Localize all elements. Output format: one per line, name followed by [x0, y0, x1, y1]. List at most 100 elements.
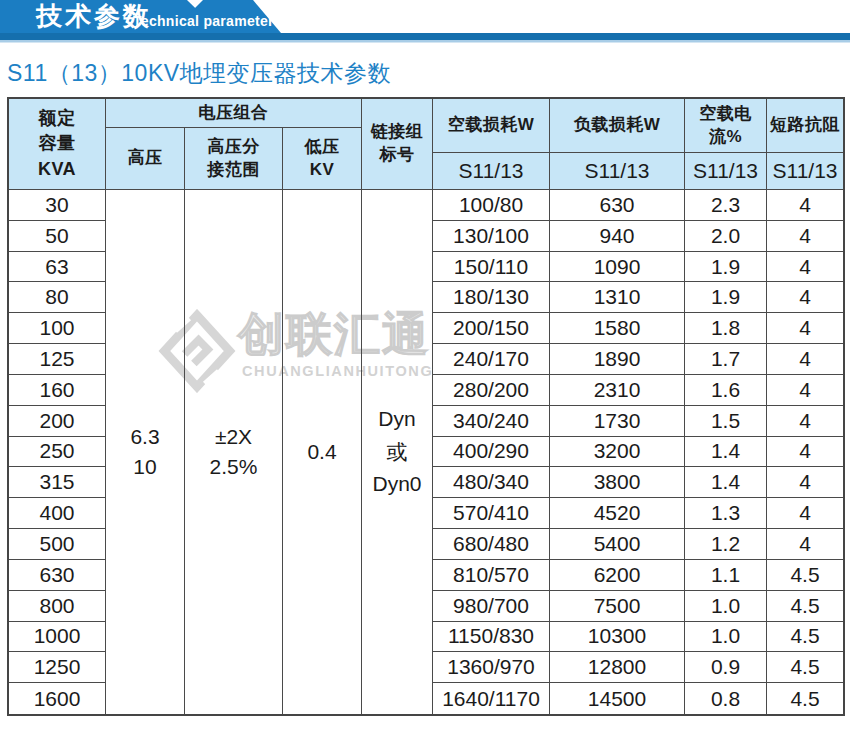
no-load-loss-cell: 810/570	[433, 560, 550, 591]
kva-cell: 80	[9, 282, 106, 313]
no-load-current-cell: 1.0	[685, 622, 767, 653]
no-load-current-cell: 0.8	[685, 683, 767, 714]
load-loss-cell: 6200	[550, 560, 685, 591]
no-load-loss-cell: 180/130	[433, 282, 550, 313]
no-load-loss-cell: 280/200	[433, 375, 550, 406]
load-loss-cell: 4520	[550, 498, 685, 529]
load-loss-cell: 1730	[550, 406, 685, 437]
no-load-current-cell: 1.4	[685, 437, 767, 468]
impedance-cell: 4	[767, 375, 843, 406]
header-low-voltage: 低压 KV	[283, 128, 362, 190]
header-vector-group: 链接组 标号	[362, 99, 433, 190]
no-load-loss-cell: 340/240	[433, 406, 550, 437]
top-banner: 技术参数 Technical parameter	[0, 0, 850, 45]
no-load-current-cell: 1.0	[685, 591, 767, 622]
kva-cell: 125	[9, 344, 106, 375]
no-load-current-cell: 1.7	[685, 344, 767, 375]
model-cell-impedance: S11/13	[767, 153, 843, 190]
no-load-loss-cell: 1150/830	[433, 622, 550, 653]
impedance-cell: 4	[767, 313, 843, 344]
load-loss-cell: 7500	[550, 591, 685, 622]
impedance-cell: 4.5	[767, 622, 843, 653]
kva-cell: 30	[9, 190, 106, 221]
no-load-loss-cell: 240/170	[433, 344, 550, 375]
kva-cell: 200	[9, 406, 106, 437]
kva-cell: 1250	[9, 652, 106, 683]
impedance-cell: 4	[767, 467, 843, 498]
no-load-current-cell: 1.5	[685, 406, 767, 437]
header-impedance: 短路抗阻	[767, 99, 843, 153]
no-load-loss-cell: 400/290	[433, 437, 550, 468]
impedance-cell: 4.5	[767, 652, 843, 683]
no-load-loss-cell: 150/110	[433, 252, 550, 283]
load-loss-cell: 630	[550, 190, 685, 221]
impedance-cell: 4.5	[767, 560, 843, 591]
model-cell-load-loss: S11/13	[550, 153, 685, 190]
kva-cell: 1000	[9, 622, 106, 653]
kva-cell: 250	[9, 437, 106, 468]
no-load-current-cell: 1.4	[685, 467, 767, 498]
impedance-cell: 4.5	[767, 683, 843, 714]
header-no-load-current: 空载电流%	[685, 99, 767, 153]
impedance-cell: 4	[767, 498, 843, 529]
merged-vector-group-value: Dyn 或 Dyn0	[362, 190, 433, 714]
kva-cell: 100	[9, 313, 106, 344]
banner-title-en: Technical parameter	[133, 13, 274, 29]
no-load-current-cell: 1.8	[685, 313, 767, 344]
header-voltage-combination: 电压组合	[106, 99, 362, 128]
no-load-current-cell: 1.3	[685, 498, 767, 529]
no-load-current-cell: 1.2	[685, 529, 767, 560]
impedance-cell: 4	[767, 282, 843, 313]
no-load-current-cell: 1.9	[685, 252, 767, 283]
kva-cell: 160	[9, 375, 106, 406]
no-load-loss-cell: 1640/1170	[433, 683, 550, 714]
impedance-cell: 4	[767, 437, 843, 468]
impedance-cell: 4	[767, 221, 843, 252]
load-loss-cell: 1090	[550, 252, 685, 283]
kva-cell: 50	[9, 221, 106, 252]
no-load-loss-cell: 680/480	[433, 529, 550, 560]
no-load-loss-cell: 480/340	[433, 467, 550, 498]
header-no-load-loss: 空载损耗W	[433, 99, 550, 153]
no-load-current-cell: 1.6	[685, 375, 767, 406]
load-loss-cell: 1890	[550, 344, 685, 375]
load-loss-cell: 2310	[550, 375, 685, 406]
kva-cell: 400	[9, 498, 106, 529]
impedance-cell: 4.5	[767, 591, 843, 622]
no-load-loss-cell: 130/100	[433, 221, 550, 252]
no-load-loss-cell: 200/150	[433, 313, 550, 344]
impedance-cell: 4	[767, 406, 843, 437]
header-rated-capacity: 额定 容量 KVA	[9, 99, 106, 190]
load-loss-cell: 1310	[550, 282, 685, 313]
load-loss-cell: 12800	[550, 652, 685, 683]
header-hv-tap-range: 高压分 接范围	[185, 128, 283, 190]
impedance-cell: 4	[767, 344, 843, 375]
no-load-current-cell: 2.0	[685, 221, 767, 252]
no-load-loss-cell: 100/80	[433, 190, 550, 221]
kva-cell: 1600	[9, 683, 106, 714]
parameters-table: 额定 容量 KVA 电压组合 高压 高压分 接范围 低压 KV 链接组 标号 空…	[7, 97, 845, 716]
header-load-loss: 负载损耗W	[550, 99, 685, 153]
no-load-current-cell: 2.3	[685, 190, 767, 221]
load-loss-cell: 10300	[550, 622, 685, 653]
banner-strip	[0, 33, 850, 40]
kva-cell: 630	[9, 560, 106, 591]
impedance-cell: 4	[767, 252, 843, 283]
load-loss-cell: 940	[550, 221, 685, 252]
no-load-current-cell: 1.9	[685, 282, 767, 313]
kva-cell: 800	[9, 591, 106, 622]
header-high-voltage: 高压	[106, 128, 185, 190]
model-cell-no-load-loss: S11/13	[433, 153, 550, 190]
load-loss-cell: 1580	[550, 313, 685, 344]
page-title: S11（13）10KV地埋变压器技术参数	[7, 58, 391, 89]
model-cell-no-load-current: S11/13	[685, 153, 767, 190]
no-load-loss-cell: 570/410	[433, 498, 550, 529]
kva-cell: 63	[9, 252, 106, 283]
impedance-cell: 4	[767, 529, 843, 560]
load-loss-cell: 3800	[550, 467, 685, 498]
load-loss-cell: 5400	[550, 529, 685, 560]
merged-high-voltage-value: 6.3 10	[106, 190, 185, 714]
no-load-current-cell: 0.9	[685, 652, 767, 683]
kva-cell: 500	[9, 529, 106, 560]
kva-cell: 315	[9, 467, 106, 498]
